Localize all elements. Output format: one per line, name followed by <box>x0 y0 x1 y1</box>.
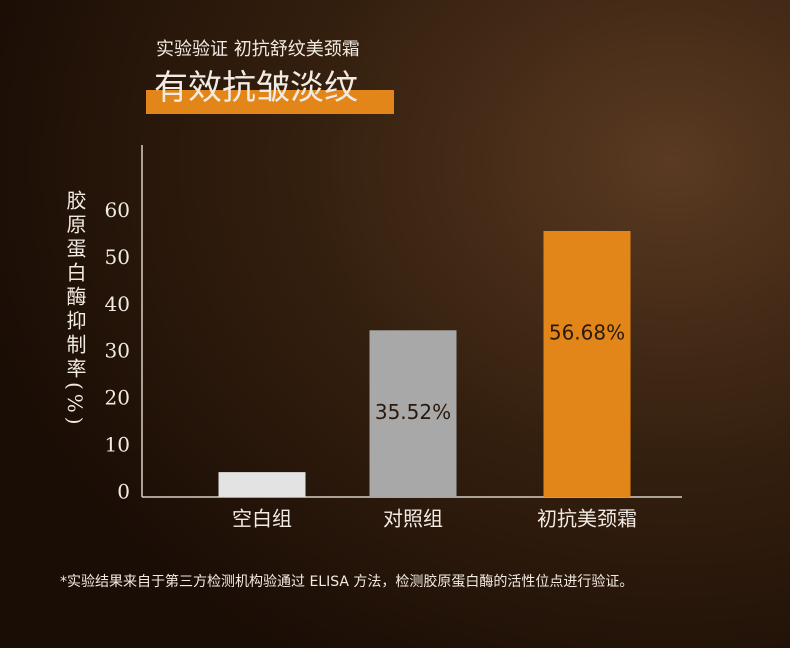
title-highlight <box>146 90 394 114</box>
x-tick-label: 对照组 <box>383 507 443 531</box>
bar <box>369 330 457 497</box>
x-tick-label: 初抗美颈霜 <box>537 507 637 531</box>
chart-title: 有效抗皱淡纹 <box>154 68 358 108</box>
y-tick-label: 0 <box>117 480 130 504</box>
bar <box>543 230 631 497</box>
y-tick-label: 20 <box>105 386 130 410</box>
value-label: 56.68% <box>549 320 625 344</box>
y-axis-label: 胶原蛋白酶抑制率(%) <box>63 190 87 429</box>
y-tick-label: 10 <box>105 433 130 457</box>
value-label: 35.52% <box>375 400 451 424</box>
footnote: *实验结果来自于第三方检测机构验通过 ELISA 方法，检测胶原蛋白酶的活性位点… <box>60 573 633 590</box>
x-tick-label: 空白组 <box>232 507 292 531</box>
bar <box>218 472 306 497</box>
y-tick-label: 50 <box>105 245 130 269</box>
subtitle: 实验验证 初抗舒纹美颈霜 <box>156 39 360 60</box>
y-tick-label: 30 <box>105 339 130 363</box>
y-tick-label: 40 <box>105 292 130 316</box>
y-tick-label: 60 <box>105 198 130 222</box>
